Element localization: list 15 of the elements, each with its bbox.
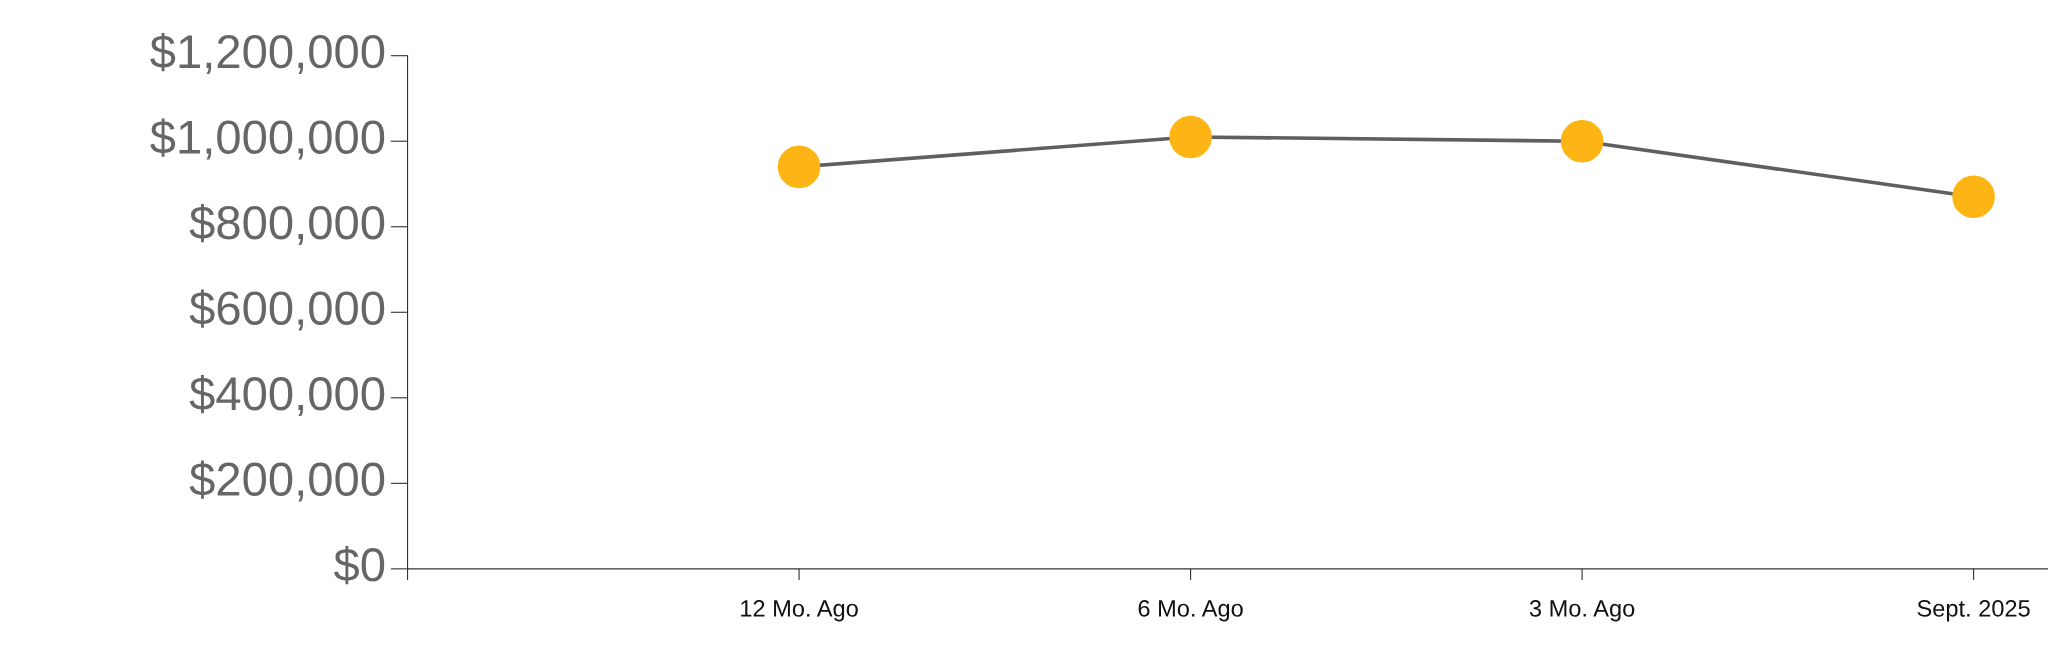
x-tick-label: 6 Mo. Ago: [1138, 600, 1243, 622]
y-tick-label: $1,200,000: [150, 32, 385, 74]
x-tick-label: 12 Mo. Ago: [741, 600, 858, 622]
point: [777, 145, 821, 189]
y-tick-label: $0: [334, 546, 385, 585]
y-tick-label: $600,000: [189, 289, 385, 331]
x-tick-label: Sept. 2025: [1917, 600, 2030, 622]
x-tick-label: 3 Mo. Ago: [1529, 600, 1635, 622]
y-tick-label: $800,000: [189, 204, 385, 245]
point: [1169, 115, 1212, 159]
y-tick-label: $400,000: [189, 375, 385, 417]
y-tick-label: $1,000,000: [150, 118, 385, 160]
y-tick-label: $200,000: [189, 460, 385, 502]
point: [1560, 119, 1604, 163]
point: [1952, 175, 1995, 219]
